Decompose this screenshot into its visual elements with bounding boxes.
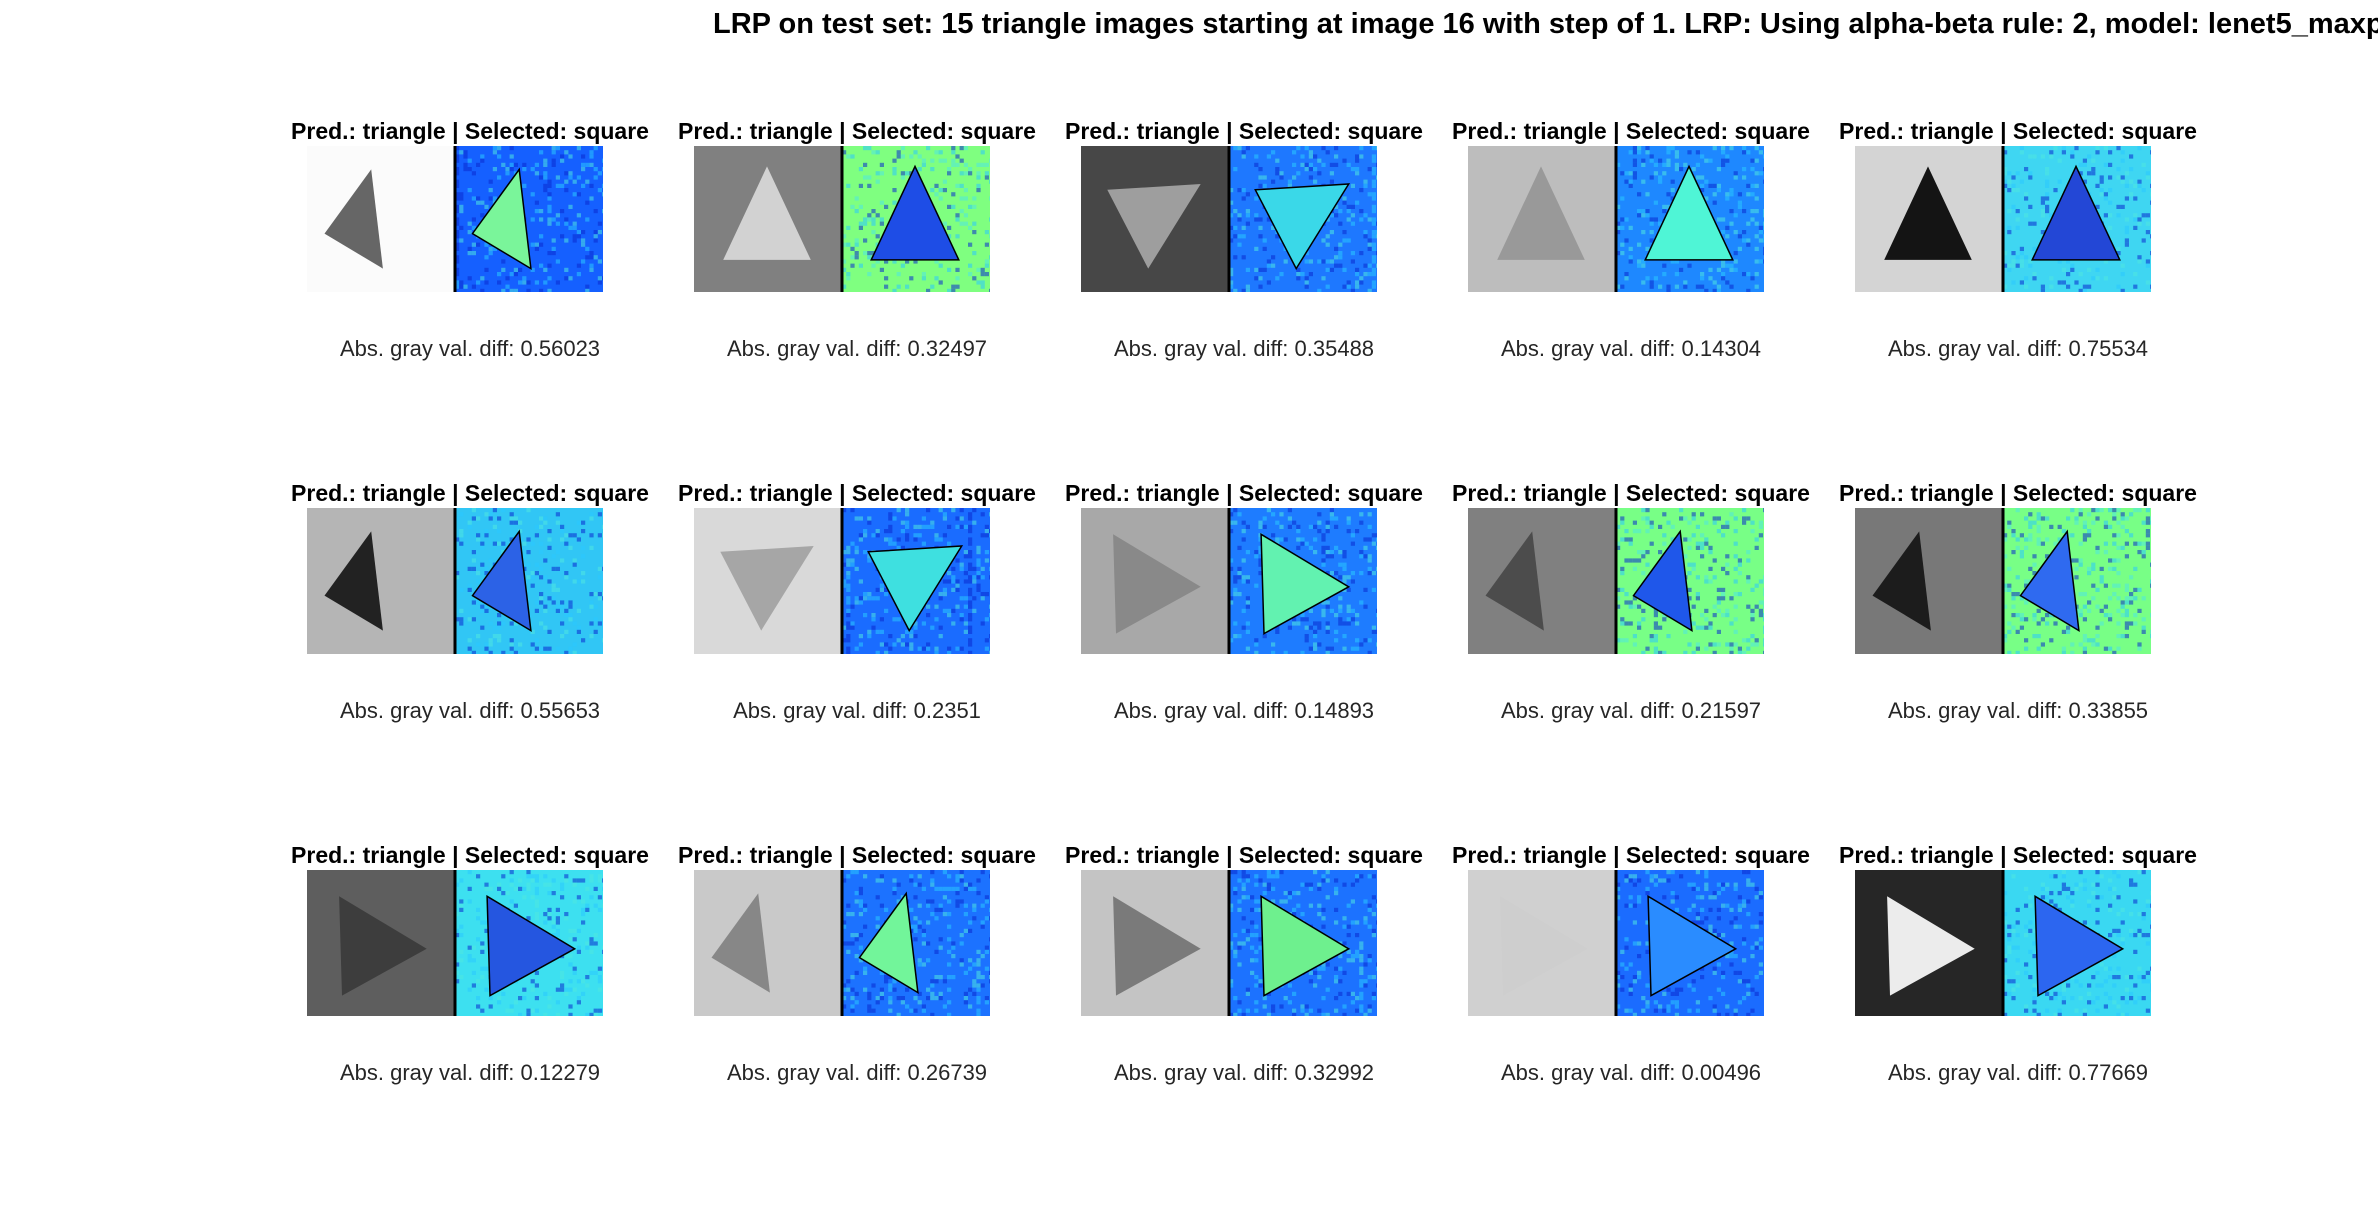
- lrp-panel: Pred.: triangle | Selected: square Abs. g…: [1437, 480, 1825, 740]
- input-image-background: [1855, 508, 2003, 654]
- panel-title: Pred.: triangle | Selected: square: [678, 842, 1036, 868]
- input-triangle: [1497, 166, 1585, 260]
- panel-title: Pred.: triangle | Selected: square: [678, 480, 1036, 506]
- image-pair: [1468, 870, 1764, 1016]
- input-triangle: [1500, 896, 1588, 996]
- heatmap-triangle: [471, 167, 532, 271]
- image-pair: [1081, 508, 1377, 654]
- panel-caption: Abs. gray val. diff: 0.26739: [726, 1060, 988, 1085]
- heatmap-triangle: [2019, 529, 2080, 633]
- heatmap-triangle: [858, 891, 919, 995]
- panel-caption: Abs. gray val. diff: 0.77669: [1887, 1060, 2149, 1085]
- heatmap-noise: [455, 146, 603, 292]
- heatmap-triangle: [867, 545, 964, 633]
- input-triangle: [1113, 534, 1201, 634]
- lrp-panel: Pred.: triangle | Selected: square Abs. g…: [1824, 480, 2212, 740]
- heatmap-triangle: [1254, 183, 1351, 271]
- panel-caption: Abs. gray val. diff: 0.12279: [339, 1060, 601, 1085]
- image-pair: [1468, 146, 1764, 292]
- input-image-background: [307, 146, 455, 292]
- panel-caption: Abs. gray val. diff: 0.32497: [726, 336, 988, 361]
- input-triangle: [1884, 166, 1972, 260]
- lrp-panel: Pred.: triangle | Selected: square Abs. g…: [1050, 842, 1438, 1102]
- heatmap-noise: [455, 508, 603, 654]
- heatmap-triangle: [486, 894, 577, 997]
- lrp-panel: Pred.: triangle | Selected: square Abs. g…: [276, 480, 664, 740]
- panel-title: Pred.: triangle | Selected: square: [1839, 480, 2197, 506]
- image-pair: [307, 146, 603, 292]
- lrp-panel: Pred.: triangle | Selected: square Abs. g…: [1824, 118, 2212, 378]
- lrp-panel: Pred.: triangle | Selected: square Abs. g…: [1437, 842, 1825, 1102]
- heatmap-triangle: [870, 164, 960, 261]
- input-triangle: [720, 546, 814, 631]
- lrp-panel: Pred.: triangle | Selected: square Abs. g…: [1824, 842, 2212, 1102]
- heatmap-triangle: [2034, 894, 2125, 997]
- heatmap-triangle: [1260, 894, 1351, 997]
- input-triangle: [1872, 531, 1931, 631]
- input-image-background: [307, 508, 455, 654]
- input-triangle: [1113, 896, 1201, 996]
- lrp-panel: Pred.: triangle | Selected: square Abs. g…: [663, 842, 1051, 1102]
- image-pair: [694, 870, 990, 1016]
- image-pair: [1855, 146, 2151, 292]
- panel-title: Pred.: triangle | Selected: square: [291, 118, 649, 144]
- image-pair: [307, 870, 603, 1016]
- panel-caption: Abs. gray val. diff: 0.14893: [1113, 698, 1375, 723]
- lrp-panel: Pred.: triangle | Selected: square Abs. g…: [1437, 118, 1825, 378]
- lrp-panel: Pred.: triangle | Selected: square Abs. g…: [1050, 480, 1438, 740]
- input-triangle: [1107, 184, 1201, 269]
- input-triangle: [1887, 896, 1975, 996]
- heatmap-triangle: [1632, 529, 1693, 633]
- heatmap-triangle: [1647, 894, 1738, 997]
- panel-title: Pred.: triangle | Selected: square: [291, 480, 649, 506]
- heatmap-triangle: [1260, 532, 1351, 635]
- panel-title: Pred.: triangle | Selected: square: [1452, 842, 1810, 868]
- panel-title: Pred.: triangle | Selected: square: [1065, 118, 1423, 144]
- image-pair: [307, 508, 603, 654]
- input-triangle: [324, 169, 383, 269]
- input-triangle: [723, 166, 811, 260]
- panel-title: Pred.: triangle | Selected: square: [1452, 480, 1810, 506]
- panel-title: Pred.: triangle | Selected: square: [1452, 118, 1810, 144]
- image-pair: [1081, 870, 1377, 1016]
- image-pair: [1081, 146, 1377, 292]
- lrp-panel: Pred.: triangle | Selected: square Abs. g…: [276, 842, 664, 1102]
- heatmap-triangle: [1644, 164, 1734, 261]
- panel-caption: Abs. gray val. diff: 0.00496: [1500, 1060, 1762, 1085]
- panel-caption: Abs. gray val. diff: 0.75534: [1887, 336, 2149, 361]
- panel-caption: Abs. gray val. diff: 0.35488: [1113, 336, 1375, 361]
- panel-caption: Abs. gray val. diff: 0.55653: [339, 698, 601, 723]
- panel-caption: Abs. gray val. diff: 0.33855: [1887, 698, 2149, 723]
- panel-title: Pred.: triangle | Selected: square: [1839, 842, 2197, 868]
- lrp-panel: Pred.: triangle | Selected: square Abs. g…: [1050, 118, 1438, 378]
- input-triangle: [711, 893, 770, 993]
- lrp-panel: Pred.: triangle | Selected: square Abs. g…: [663, 118, 1051, 378]
- input-triangle: [1485, 531, 1544, 631]
- image-pair: [1468, 508, 1764, 654]
- panel-title: Pred.: triangle | Selected: square: [678, 118, 1036, 144]
- panel-caption: Abs. gray val. diff: 0.14304: [1500, 336, 1762, 361]
- panel-title: Pred.: triangle | Selected: square: [1065, 842, 1423, 868]
- heatmap-triangle: [2031, 164, 2121, 261]
- panel-title: Pred.: triangle | Selected: square: [1839, 118, 2197, 144]
- panel-title: Pred.: triangle | Selected: square: [291, 842, 649, 868]
- image-pair: [1855, 508, 2151, 654]
- panel-title: Pred.: triangle | Selected: square: [1065, 480, 1423, 506]
- heatmap-background: [455, 146, 603, 292]
- panel-caption: Abs. gray val. diff: 0.32992: [1113, 1060, 1375, 1085]
- image-pair: [1855, 870, 2151, 1016]
- input-triangle: [324, 531, 383, 631]
- input-image-background: [694, 870, 842, 1016]
- panel-caption: Abs. gray val. diff: 0.2351: [733, 698, 981, 723]
- input-triangle: [339, 896, 427, 996]
- panel-caption: Abs. gray val. diff: 0.56023: [339, 336, 601, 361]
- image-pair: [694, 508, 990, 654]
- heatmap-triangle: [471, 529, 532, 633]
- input-image-background: [1468, 508, 1616, 654]
- image-pair: [694, 146, 990, 292]
- figure-title: LRP on test set: 15 triangle images star…: [713, 8, 2378, 40]
- lrp-panel: Pred.: triangle | Selected: square Abs. g…: [663, 480, 1051, 740]
- lrp-panel: Pred.: triangle | Selected: square Abs. g…: [276, 118, 664, 378]
- panel-caption: Abs. gray val. diff: 0.21597: [1500, 698, 1762, 723]
